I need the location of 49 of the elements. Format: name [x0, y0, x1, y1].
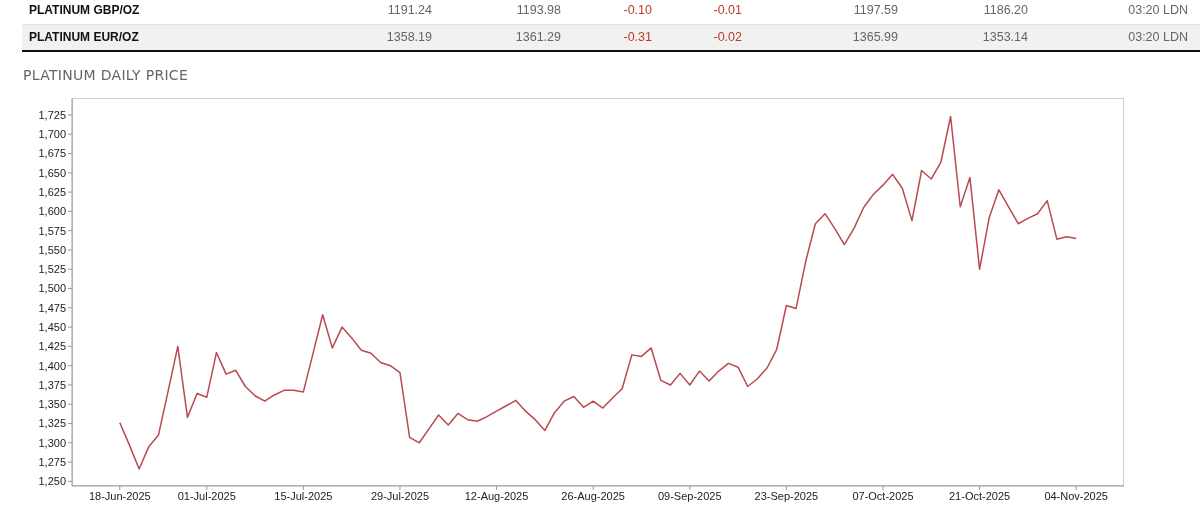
text: 1191.24	[387, 2, 432, 18]
line-series	[119, 115, 1077, 470]
y-tick-label: 1,650	[38, 166, 66, 179]
text: 03:20 LDN	[1128, 29, 1188, 45]
text: 1353.14	[982, 29, 1028, 45]
y-tick-label: 1,725	[38, 108, 66, 121]
x-tick-label: 04-Nov-2025	[1044, 489, 1108, 502]
y-tick-label: 1,675	[38, 147, 66, 160]
text: 1186.20	[983, 2, 1028, 18]
x-tick-label: 15-Jul-2025	[274, 489, 333, 502]
y-tick-label: 1,300	[38, 436, 66, 449]
y-tick-label: 1,375	[38, 378, 66, 391]
y-tick-label: 1,275	[38, 455, 66, 468]
text: PLATINUM GBP/OZ	[29, 2, 140, 18]
y-tick-label: 1,250	[38, 475, 66, 488]
text: 1193.98	[516, 2, 561, 18]
x-tick-label: 12-Aug-2025	[464, 489, 529, 502]
x-tick-label: 07-Oct-2025	[852, 489, 914, 502]
x-tick-label: 01-Jul-2025	[177, 489, 236, 502]
x-tick-label: 09-Sep-2025	[657, 489, 722, 502]
text: 1361.29	[515, 29, 561, 45]
text: -0.10	[623, 2, 652, 18]
text: -0.02	[713, 29, 742, 45]
y-tick-label: 1,450	[38, 321, 66, 333]
y-tick-label: 1,500	[38, 282, 66, 295]
y-tick-label: 1,400	[38, 359, 66, 372]
x-tick-label: 29-Jul-2025	[370, 489, 430, 502]
text: 1197.59	[853, 2, 898, 18]
x-tick-label: 18-Jun-2025	[88, 489, 151, 502]
text: PLATINUM EUR/OZ	[29, 29, 139, 45]
x-tick-label: 26-Aug-2025	[561, 489, 625, 502]
y-tick-label: 1,575	[38, 224, 66, 237]
y-tick-label: 1,700	[38, 128, 66, 141]
y-tick-label: 1,350	[38, 398, 66, 411]
y-tick-label: 1,550	[38, 243, 66, 256]
y-tick-label: 1,625	[38, 186, 66, 199]
y-tick-label: 1,425	[38, 340, 66, 353]
y-tick-label: 1,600	[38, 205, 66, 218]
text: 03:20 LDN	[1128, 2, 1188, 18]
y-tick-label: 1,475	[38, 301, 66, 314]
x-tick-label: 23-Sep-2025	[754, 489, 819, 502]
text: 1365.99	[852, 29, 898, 45]
x-tick-label: 21-Oct-2025	[949, 489, 1011, 502]
text: -0.01	[713, 2, 742, 18]
y-tick-label: 1,525	[38, 263, 66, 276]
text: 1358.19	[386, 29, 432, 45]
text: -0.31	[623, 29, 652, 45]
y-tick-label: 1,325	[38, 417, 66, 430]
chart-title: PLATINUM DAILY PRICE	[23, 67, 189, 83]
